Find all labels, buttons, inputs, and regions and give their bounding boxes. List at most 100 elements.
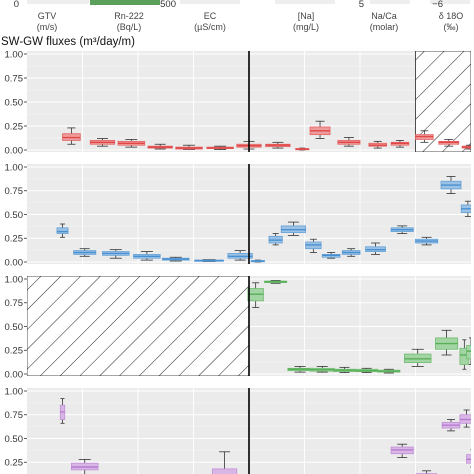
boxplot-1-9 <box>295 147 310 151</box>
boxplot-3-6 <box>355 367 379 373</box>
top-label-ec-unit: (µS/cm) <box>194 22 226 32</box>
panel-4: 0.25 0.50 0.75 1.00 <box>5 386 471 474</box>
y-tick-label: 0.25 <box>5 458 24 469</box>
boxplot-2-13 <box>341 248 361 257</box>
boxplot-2-14 <box>365 242 386 255</box>
boxplot-1-8 <box>265 141 291 149</box>
boxplot-2-15 <box>390 225 414 234</box>
boxplot-2-8 <box>250 259 265 263</box>
top-strip: 0 500 5 −6 GTV (m/s) Rn-222 (Bq/L) EC (µ… <box>14 0 470 32</box>
boxplot-4-7 <box>459 409 471 428</box>
boxplot-3-7 <box>377 368 401 374</box>
y-tick-label: 1.00 <box>5 162 24 173</box>
boxplot-1-3 <box>117 139 146 148</box>
hatch-outline <box>415 51 471 152</box>
top-label-na: [Na] <box>298 11 315 21</box>
boxplot-3-8 <box>403 348 432 367</box>
top-label-rn222-unit: (Bq/L) <box>117 22 142 32</box>
y-tick-label: 1.00 <box>5 49 24 60</box>
y-tick-label: 1.00 <box>5 274 24 285</box>
boxplot-4-1 <box>59 398 66 424</box>
boxplot-2-4 <box>133 251 161 261</box>
top-strip-bg-5 <box>370 0 410 4</box>
top-tick-minus6: −6 <box>432 0 443 10</box>
panel-1: 0.00 0.25 0.50 0.75 1.00 <box>5 49 471 156</box>
boxplot-3-9 <box>435 329 459 356</box>
hatched-no-data-region <box>27 276 249 376</box>
boxplot-3-1 <box>247 282 264 308</box>
top-strip-bg-4 <box>275 0 335 4</box>
boxplot-2-9 <box>268 233 283 246</box>
boxplot-3-3 <box>287 365 313 373</box>
boxplot-2-5 <box>162 256 190 262</box>
y-tick-label: 0.00 <box>5 145 24 156</box>
panel-2: 0.00 0.25 0.50 0.75 1.00 <box>5 162 471 268</box>
panel-4-boxes <box>59 398 471 474</box>
top-label-gtv-unit: (m/s) <box>37 22 58 32</box>
boxplot-2-17 <box>440 176 462 195</box>
boxplot-2-16 <box>415 236 439 246</box>
boxplot-1-10 <box>309 120 331 139</box>
boxplot-1-11 <box>337 137 361 147</box>
top-label-d18o-unit: (‰) <box>444 22 459 32</box>
boxplot-1-4 <box>147 143 173 150</box>
y-tick-label: 0.00 <box>5 257 24 268</box>
y-tick-label: 0.75 <box>5 410 24 421</box>
top-strip-rn222-bar <box>90 0 160 5</box>
iqr-box <box>211 468 238 474</box>
boxplot-1-13 <box>390 139 410 148</box>
panel-2-boxes <box>56 176 471 263</box>
boxplot-3-2 <box>264 280 288 284</box>
boxplot-1-16 <box>461 144 471 150</box>
y-tick-label: 0.75 <box>5 186 24 197</box>
top-label-ec: EC <box>204 11 217 21</box>
boxplot-1-2 <box>89 138 116 147</box>
boxplot-2-12 <box>321 252 341 259</box>
y-tick-label: 0.25 <box>5 346 24 357</box>
top-tick-0: 0 <box>14 0 19 10</box>
chart-title: SW-GW fluxes (m³/day/m) <box>1 36 135 48</box>
panel-1-boxes <box>62 120 471 151</box>
boxplot-1-6 <box>206 145 234 150</box>
y-tick-label: 0.25 <box>5 121 24 132</box>
boxplot-2-18 <box>460 200 471 217</box>
y-tick-label: 0.50 <box>5 434 24 445</box>
top-tick-500: 500 <box>160 0 176 10</box>
boxplot-4-2 <box>71 458 99 474</box>
boxplot-2-6 <box>194 259 224 262</box>
boxplot-3-11 <box>466 337 471 365</box>
top-label-gtv: GTV <box>38 11 57 21</box>
boxplot-1-1 <box>62 127 81 145</box>
boxplot-4-6 <box>441 419 461 432</box>
boxplot-4-3 <box>211 451 238 474</box>
boxplot-4-8 <box>466 449 471 468</box>
top-strip-bg-3 <box>180 0 240 4</box>
top-label-d18o: δ 18O <box>439 11 464 21</box>
boxplot-1-15 <box>438 139 460 147</box>
boxplot-2-2 <box>73 248 97 257</box>
panel-3-boxes <box>247 280 471 374</box>
y-tick-label: 0.75 <box>5 73 24 84</box>
top-label-naca: Na/Ca <box>371 11 397 21</box>
y-tick-label: 0.50 <box>5 210 24 221</box>
boxplot-2-3 <box>102 249 130 259</box>
boxplot-1-5 <box>175 144 203 150</box>
top-tick-5: 5 <box>359 0 364 10</box>
panel-3: 0.00 0.25 0.50 0.75 1.00 <box>5 274 471 380</box>
boxplot-1-12 <box>368 140 388 149</box>
top-label-na-unit: (mg/L) <box>293 22 319 32</box>
y-tick-label: 1.00 <box>5 386 24 397</box>
top-label-naca-unit: (molar) <box>370 22 399 32</box>
top-label-rn222: Rn-222 <box>114 11 144 21</box>
panels-group: 0.00 0.25 0.50 0.75 1.00 0.00 0.25 0.50 0.75 1.00… <box>5 49 471 474</box>
boxplot-1-14 <box>415 130 434 143</box>
y-tick-label: 0.00 <box>5 369 24 380</box>
boxplot-2-1 <box>56 223 69 238</box>
top-strip-bg-1 <box>27 0 89 4</box>
boxplot-4-4 <box>390 443 414 458</box>
top-strip-bg-6 <box>430 0 470 4</box>
boxplot-2-11 <box>305 238 322 253</box>
y-tick-label: 0.50 <box>5 322 24 333</box>
boxplot-2-10 <box>280 221 307 236</box>
